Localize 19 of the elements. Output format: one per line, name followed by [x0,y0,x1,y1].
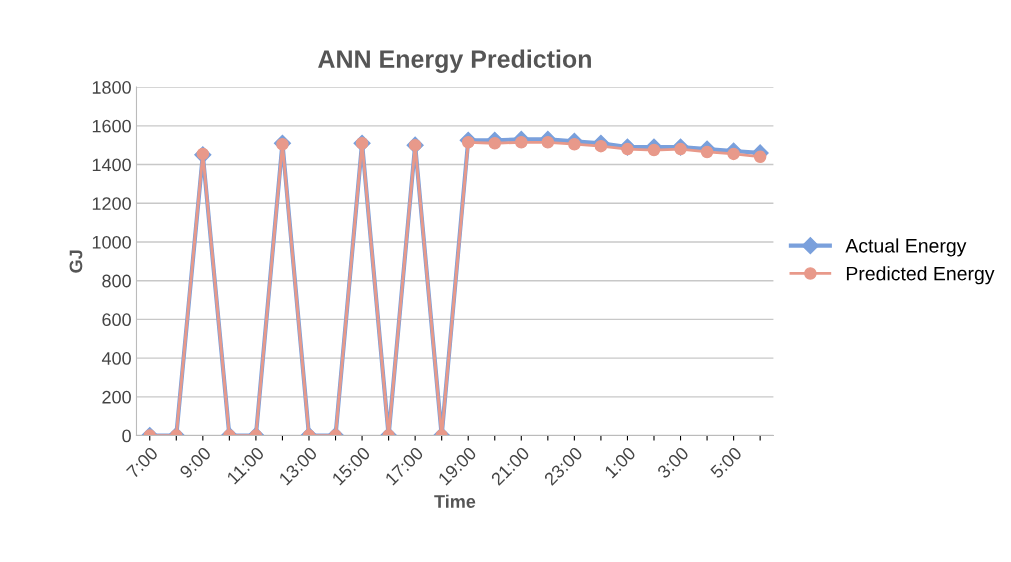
chart-title: ANN Energy Prediction [318,49,591,73]
x-axis-title: Time [434,494,476,508]
y-tick-label: 800 [102,274,131,288]
y-tick-label: 1200 [92,197,131,210]
y-tick-label: 1800 [92,81,131,94]
y-tick-label: 1400 [92,158,131,172]
y-tick-label: 0 [122,429,131,443]
y-axis-title: GJ [69,250,83,273]
legend-label: Predicted Energy [846,266,995,285]
x-tick-label: 9:00 [178,446,212,479]
y-tick-label: 200 [102,390,131,404]
x-tick-label: 5:00 [709,446,743,479]
x-tick-label: 7:00 [125,446,159,479]
y-tick-label: 400 [101,352,131,365]
y-tick-label: 1600 [92,119,131,133]
y-tick-label: 600 [102,313,131,327]
y-tick-label: 1000 [92,235,131,249]
x-tick-label: 3:00 [656,446,690,480]
legend-label: Actual Energy [845,238,967,257]
